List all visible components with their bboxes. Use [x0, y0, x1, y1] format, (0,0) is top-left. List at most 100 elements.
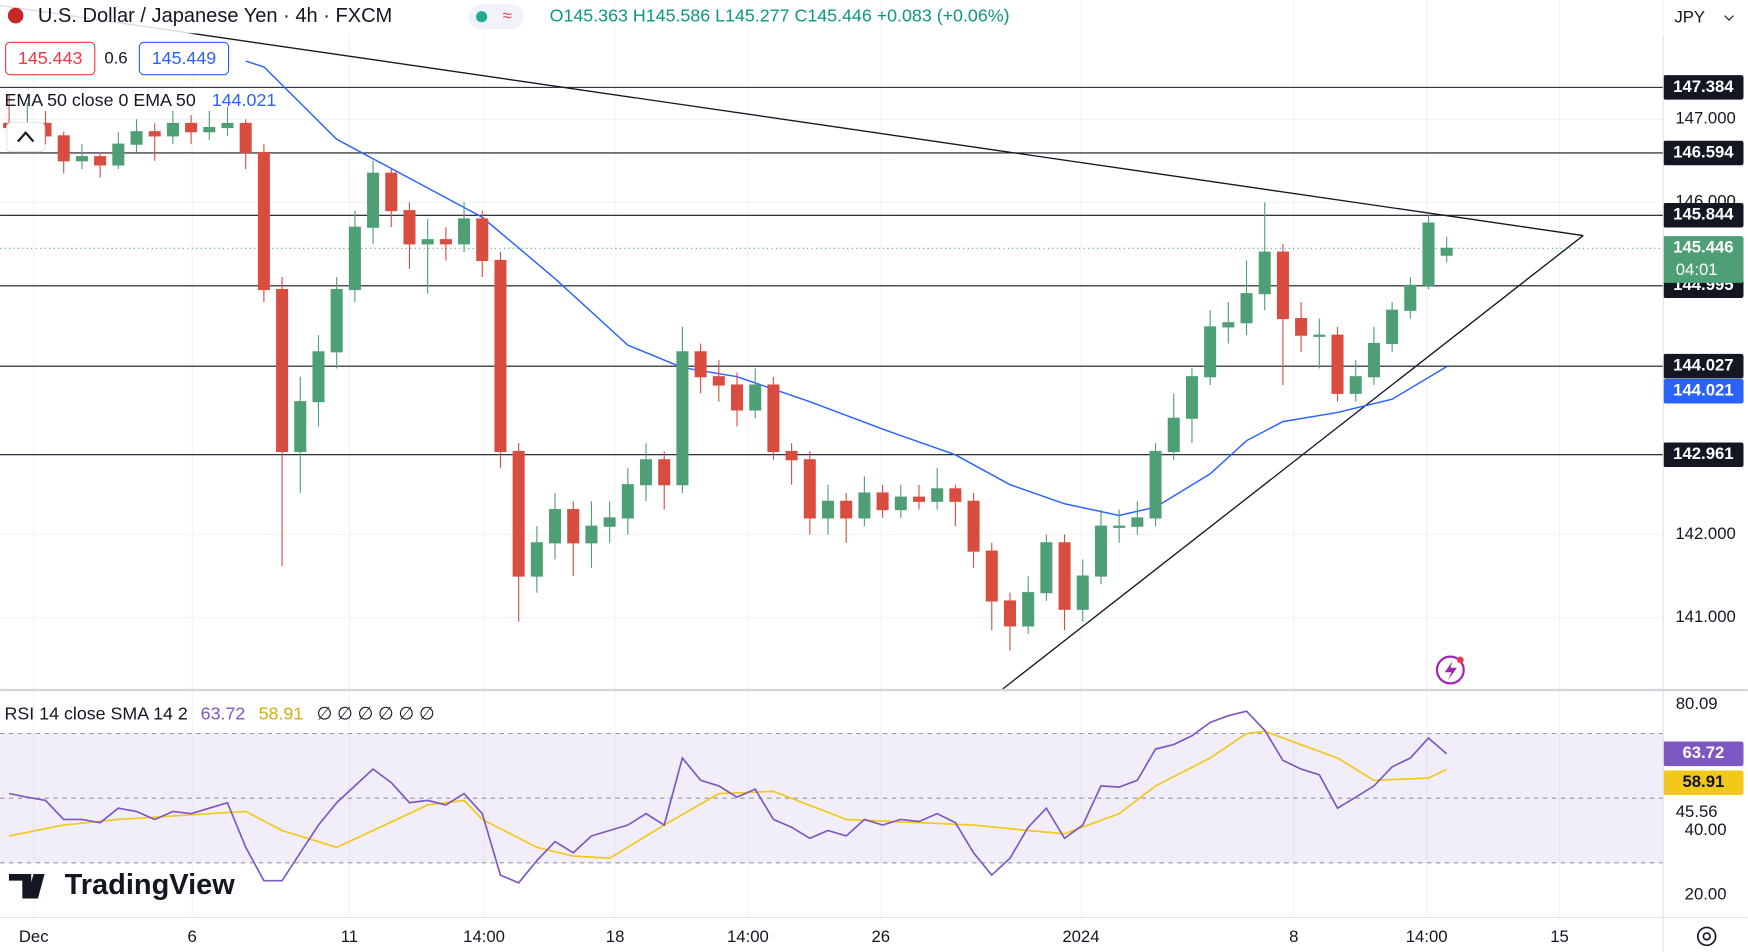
level-label: 145.844	[1673, 205, 1734, 224]
rsi-label: 63.72	[1682, 743, 1724, 762]
rsi-extra: ∅ ∅ ∅ ∅ ∅ ∅	[317, 703, 435, 723]
candle-body	[494, 259, 507, 453]
candle-body	[203, 127, 216, 133]
currency[interactable]: JPY	[1674, 7, 1705, 26]
sell-button[interactable]	[5, 41, 96, 76]
candle-body	[640, 459, 653, 486]
currency-bg	[1663, 0, 1748, 36]
candle-body	[94, 156, 107, 166]
candle-body	[1113, 525, 1126, 528]
last-price-label: 145.446	[1673, 238, 1733, 257]
candle-body	[512, 450, 525, 577]
logo-icon	[8, 873, 45, 899]
candle-body	[730, 384, 744, 411]
candle-body	[221, 122, 234, 129]
candle-body	[458, 218, 471, 245]
collapse-button[interactable]	[6, 122, 46, 153]
x-tick-label: 6	[188, 927, 197, 946]
trendline	[0, 4, 1584, 237]
rsi-label-bg	[1663, 741, 1744, 767]
candle-body	[1131, 517, 1144, 527]
candle-body	[1076, 575, 1089, 610]
level-label: 146.594	[1673, 142, 1734, 161]
candle-body	[1349, 376, 1362, 394]
rsi-sma-legend-value: 58.91	[259, 703, 304, 723]
candle-body	[367, 172, 380, 228]
candle-body	[239, 122, 252, 154]
candle-body	[603, 517, 616, 527]
ema-legend-value: 144.021	[212, 90, 277, 110]
candle-body	[821, 500, 835, 519]
candle-body	[403, 210, 416, 245]
candle-body	[148, 131, 161, 137]
level-label: 142.961	[1673, 444, 1733, 463]
alert-icon[interactable]	[1435, 655, 1465, 685]
candle-body	[840, 500, 853, 519]
candle-body	[1422, 222, 1435, 286]
candle-body	[1204, 326, 1217, 378]
candle-body	[1313, 334, 1326, 337]
rsi-line	[9, 710, 1448, 884]
candle-body	[1295, 318, 1308, 336]
candle-body	[1276, 251, 1289, 320]
candle-body	[530, 542, 543, 577]
settings-icon[interactable]	[1696, 926, 1717, 947]
ema-line	[245, 60, 1448, 517]
level-label: 144.027	[1673, 356, 1733, 375]
x-tick-label: 11	[341, 927, 358, 946]
bid: 145.443	[18, 48, 83, 68]
candle-body	[112, 143, 125, 166]
candle-body	[1331, 334, 1344, 394]
candle-body	[785, 450, 798, 461]
flag-icon	[7, 7, 24, 24]
rsi-sma-line	[9, 730, 1448, 860]
trendline	[1002, 235, 1584, 690]
candle-body	[257, 151, 270, 291]
x-tick-label: 15	[1550, 927, 1569, 946]
candle-body	[421, 239, 434, 245]
logo: TradingView	[65, 869, 236, 901]
spread: 0.6	[104, 49, 127, 68]
candle-body	[1022, 592, 1035, 627]
ema-label: 144.021	[1673, 381, 1733, 400]
x-tick-label: 8	[1289, 927, 1298, 946]
last-price-label-bg	[1663, 236, 1744, 283]
status-dot	[476, 11, 488, 23]
rsi-mark-label: 80.09	[1676, 694, 1718, 713]
candle-body	[130, 131, 143, 145]
buy-button[interactable]	[138, 41, 230, 76]
status-icon: ≈	[503, 6, 512, 25]
candle-body	[1222, 322, 1235, 328]
candle-body	[949, 488, 962, 502]
x-tick-label: Dec	[19, 927, 49, 946]
ohlc: O145.363 H145.586 L145.277 C145.446 +0.0…	[550, 5, 1010, 25]
candle-body	[276, 288, 289, 453]
candle-body	[985, 550, 998, 602]
status-pill[interactable]	[468, 4, 524, 29]
candle-body	[1240, 293, 1253, 324]
alert-bolt	[1444, 661, 1458, 680]
rsi-legend: RSI 14 close SMA 14 2	[4, 703, 187, 723]
candle-body	[567, 509, 580, 544]
candle-body	[75, 156, 88, 162]
rsi-tick-label: 40.00	[1685, 820, 1727, 839]
candle-body	[348, 226, 361, 291]
y-tick-label: 147.000	[1675, 109, 1735, 128]
candle-body	[330, 288, 343, 353]
rsi-legend-value: 63.72	[201, 703, 246, 723]
level-label-bg	[1663, 140, 1744, 166]
candle-body	[166, 122, 179, 137]
candle-body	[1258, 251, 1271, 295]
rsi-sma-label: 58.91	[1682, 772, 1724, 791]
candle-body	[1404, 284, 1417, 311]
rsi-tick-label: 20.00	[1685, 885, 1727, 904]
candle-body	[894, 496, 907, 511]
rsi-sma-label-bg	[1663, 770, 1744, 795]
candle-body	[1167, 417, 1180, 453]
candle-body	[549, 509, 562, 544]
candle-body	[858, 492, 871, 519]
level-label-bg	[1663, 203, 1744, 228]
level-label: 147.384	[1673, 77, 1734, 96]
